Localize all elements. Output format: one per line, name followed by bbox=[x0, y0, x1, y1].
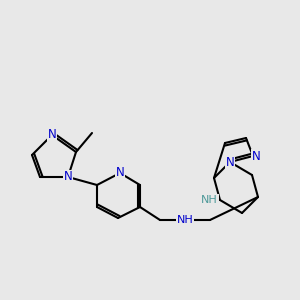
Text: N: N bbox=[64, 170, 72, 184]
Text: NH: NH bbox=[177, 215, 194, 225]
Text: NH: NH bbox=[201, 195, 218, 205]
Text: N: N bbox=[48, 128, 56, 142]
Text: N: N bbox=[252, 149, 260, 163]
Text: N: N bbox=[116, 167, 124, 179]
Text: N: N bbox=[226, 155, 234, 169]
